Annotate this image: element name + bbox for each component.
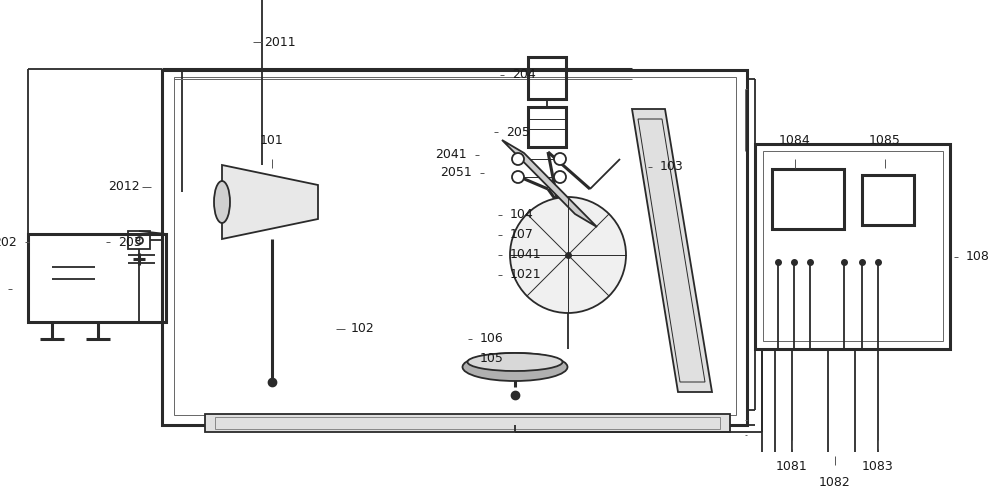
Text: 105: 105 <box>480 352 504 365</box>
Text: 2011: 2011 <box>264 35 296 49</box>
Circle shape <box>512 153 524 165</box>
Polygon shape <box>632 109 712 392</box>
Text: 101: 101 <box>260 135 284 148</box>
Text: 1084: 1084 <box>779 135 811 148</box>
Text: 1081: 1081 <box>776 461 808 474</box>
Bar <box>862 175 914 225</box>
Bar <box>528 107 566 147</box>
Bar <box>755 144 950 349</box>
Bar <box>772 169 844 229</box>
Bar <box>763 151 943 341</box>
Text: 103: 103 <box>660 161 684 173</box>
Bar <box>528 57 566 99</box>
Bar <box>205 414 730 432</box>
Bar <box>215 417 720 429</box>
Circle shape <box>554 153 566 165</box>
Bar <box>174 77 736 415</box>
Text: 1085: 1085 <box>869 135 901 148</box>
Text: 106: 106 <box>480 332 504 345</box>
Text: 2012: 2012 <box>108 180 140 193</box>
Text: 1021: 1021 <box>510 268 542 281</box>
Text: 1083: 1083 <box>862 461 894 474</box>
Ellipse shape <box>468 353 562 371</box>
Circle shape <box>554 171 566 183</box>
Text: 2041: 2041 <box>435 149 467 162</box>
Text: 205: 205 <box>506 126 530 139</box>
Text: 107: 107 <box>510 229 534 242</box>
Ellipse shape <box>214 181 230 223</box>
Text: 202: 202 <box>0 236 17 248</box>
Bar <box>128 231 150 249</box>
Polygon shape <box>222 165 318 239</box>
Ellipse shape <box>462 353 568 381</box>
Text: 204: 204 <box>512 69 536 82</box>
Bar <box>162 70 747 425</box>
Text: 2051: 2051 <box>440 166 472 179</box>
Circle shape <box>510 197 626 313</box>
Text: 102: 102 <box>351 323 375 335</box>
Polygon shape <box>502 140 597 227</box>
Text: 203: 203 <box>118 236 142 248</box>
Text: 104: 104 <box>510 209 534 222</box>
Text: 108: 108 <box>966 250 990 263</box>
Text: 1041: 1041 <box>510 248 542 261</box>
Bar <box>28 234 166 322</box>
Circle shape <box>512 171 524 183</box>
Text: 1082: 1082 <box>819 477 851 490</box>
